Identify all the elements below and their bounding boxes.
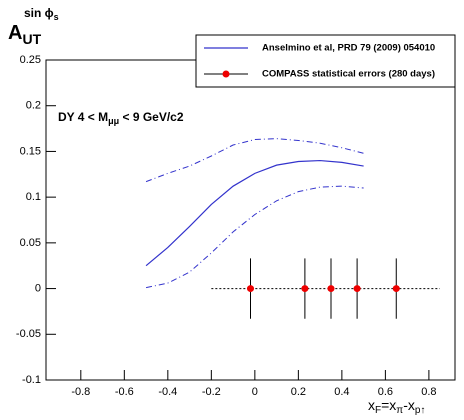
y-tick-label: 0.1 — [26, 191, 41, 203]
y-axis-label: AUT — [8, 22, 42, 46]
x-tick-label: -0.4 — [158, 386, 177, 398]
x-label-sub: π — [396, 405, 403, 416]
x-tick-label: 0.8 — [421, 386, 436, 398]
plot-frame — [45, 59, 456, 381]
x-tick-label: 0.4 — [334, 386, 349, 398]
legend-box — [195, 34, 456, 88]
y-tick-label: -0.05 — [16, 328, 41, 340]
y-tick-label: 0.05 — [20, 237, 41, 249]
data-point — [392, 285, 400, 293]
annotation-part: < 9 GeV/c2 — [119, 110, 184, 124]
x-tick-label: 0.6 — [378, 386, 393, 398]
legend-marker — [222, 70, 230, 78]
x-label-sub: p↑ — [415, 405, 426, 416]
band-edge — [145, 185, 364, 289]
x-tick-label: -0.6 — [115, 386, 134, 398]
legend-label: COMPASS statistical errors (280 days) — [262, 69, 435, 80]
legend-label: Anselmino et al, PRD 79 (2009) 054010 — [262, 43, 435, 54]
x-label-part: -x — [403, 397, 415, 413]
y-tick-label: -0.1 — [22, 374, 41, 386]
y-label-base: A — [8, 22, 22, 44]
x-tick-label: 0.2 — [291, 386, 306, 398]
y-tick-label: 0.15 — [20, 145, 41, 157]
annotation-sub: μμ — [108, 116, 119, 126]
data-point — [301, 285, 309, 293]
x-tick-label: -0.8 — [71, 386, 90, 398]
y-label-sup: sin ϕ — [24, 6, 54, 20]
x-tick-label: 0 — [252, 386, 258, 398]
y-tick-label: 0.2 — [26, 100, 41, 112]
y-tick-label: 0 — [35, 282, 41, 294]
x-tick-label: -0.2 — [202, 386, 221, 398]
theory-line — [145, 159, 364, 267]
x-label-part: x — [368, 397, 375, 413]
x-label-sub: F — [375, 405, 381, 416]
annotation-part: DY 4 < M — [58, 110, 108, 124]
y-label-sup-sub: s — [54, 12, 59, 22]
band-edge — [145, 138, 364, 183]
y-label-sub: UT — [22, 31, 41, 47]
data-point — [327, 285, 335, 293]
x-label-part: =x — [381, 397, 396, 413]
annotation: DY 4 < Mμμ < 9 GeV/c2 — [58, 110, 184, 126]
data-point — [353, 285, 361, 293]
x-axis-label: xF=xπ-xp↑ — [368, 397, 425, 416]
y-axis-label-sup: sin ϕs — [24, 6, 59, 22]
data-point — [247, 285, 254, 293]
y-tick-label: 0.25 — [20, 54, 41, 66]
